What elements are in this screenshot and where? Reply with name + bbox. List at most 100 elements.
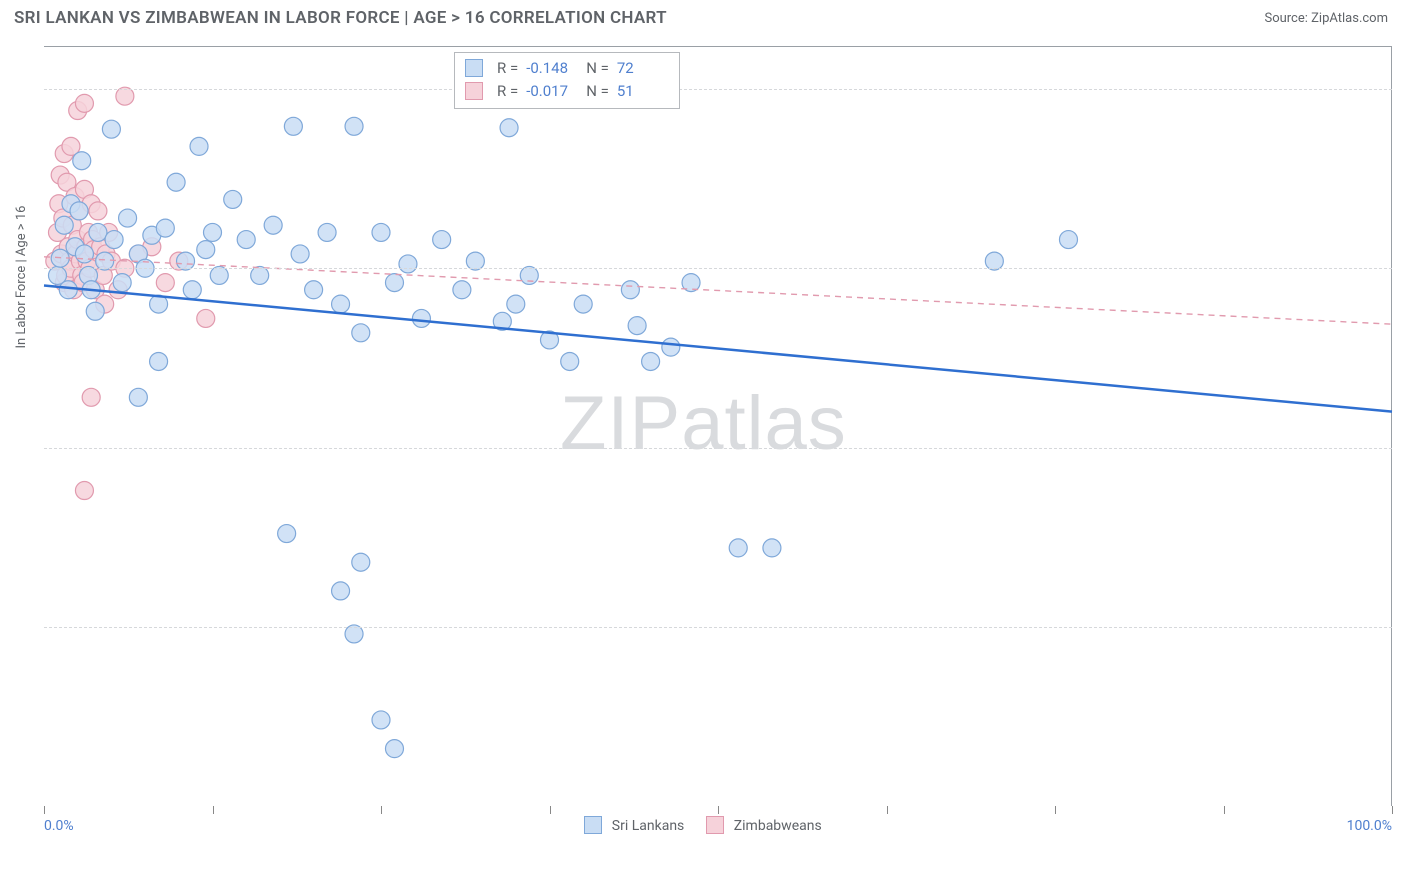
point-sri-lankans (284, 117, 302, 135)
point-sri-lankans (574, 295, 592, 313)
point-sri-lankans (642, 352, 660, 370)
stats-legend-box: R = -0.148 N = 72 R = -0.017 N = 51 (454, 52, 680, 109)
point-sri-lankans (105, 231, 123, 249)
point-zimbabweans (89, 202, 107, 220)
point-sri-lankans (102, 120, 120, 138)
y-tick-label: 42.5% (1396, 619, 1406, 634)
legend-item-sri-lankans: Sri Lankans (584, 816, 684, 834)
stats-r-value-2: -0.017 (526, 80, 578, 103)
point-sri-lankans (385, 740, 403, 758)
point-sri-lankans (621, 281, 639, 299)
gridline (44, 89, 1392, 90)
point-sri-lankans (561, 352, 579, 370)
legend: Sri Lankans Zimbabweans (0, 816, 1406, 834)
point-sri-lankans (89, 223, 107, 241)
point-sri-lankans (129, 388, 147, 406)
x-tick (381, 806, 382, 814)
point-sri-lankans (204, 223, 222, 241)
point-sri-lankans (86, 302, 104, 320)
legend-item-zimbabweans: Zimbabweans (706, 816, 821, 834)
regression-line-zimbabweans (44, 257, 1392, 324)
point-sri-lankans (1059, 231, 1077, 249)
point-sri-lankans (167, 173, 185, 191)
x-tick (44, 806, 45, 814)
x-tick (213, 806, 214, 814)
point-sri-lankans (433, 231, 451, 249)
y-axis-label: In Labor Force | Age > 16 (14, 206, 29, 349)
point-zimbabweans (197, 309, 215, 327)
stats-r-label: R = (497, 57, 518, 80)
point-sri-lankans (183, 281, 201, 299)
point-sri-lankans (345, 117, 363, 135)
stats-row-1: R = -0.148 N = 72 (465, 57, 669, 80)
stats-n-label: N = (586, 57, 609, 80)
point-sri-lankans (119, 209, 137, 227)
point-sri-lankans (150, 352, 168, 370)
point-sri-lankans (237, 231, 255, 249)
point-sri-lankans (291, 245, 309, 263)
point-sri-lankans (332, 582, 350, 600)
point-zimbabweans (156, 274, 174, 292)
point-sri-lankans (73, 152, 91, 170)
point-sri-lankans (352, 324, 370, 342)
point-zimbabweans (75, 94, 93, 112)
point-sri-lankans (372, 711, 390, 729)
x-tick (1055, 806, 1056, 814)
point-sri-lankans (352, 553, 370, 571)
point-sri-lankans (318, 223, 336, 241)
stats-n-value-2: 51 (617, 80, 669, 103)
point-zimbabweans (75, 482, 93, 500)
point-sri-lankans (75, 245, 93, 263)
point-sri-lankans (113, 274, 131, 292)
point-sri-lankans (628, 317, 646, 335)
point-sri-lankans (662, 338, 680, 356)
stats-n-value-1: 72 (617, 57, 669, 80)
watermark-bold: ZIP (560, 381, 681, 466)
point-sri-lankans (305, 281, 323, 299)
x-tick (887, 806, 888, 814)
source-attribution: Source: ZipAtlas.com (1264, 11, 1388, 26)
chart-title: SRI LANKAN VS ZIMBABWEAN IN LABOR FORCE … (14, 8, 667, 28)
y-tick-label: 80.0% (1396, 82, 1406, 97)
point-sri-lankans (453, 281, 471, 299)
y-tick-label: 55.0% (1396, 440, 1406, 455)
legend-label-1: Sri Lankans (612, 818, 685, 834)
legend-label-2: Zimbabweans (734, 818, 822, 834)
x-tick (718, 806, 719, 814)
stats-r-value-1: -0.148 (526, 57, 578, 80)
point-sri-lankans (500, 119, 518, 137)
legend-swatch-2 (706, 816, 724, 834)
y-tick-label: 67.5% (1396, 261, 1406, 276)
point-sri-lankans (55, 216, 73, 234)
x-tick (1224, 806, 1225, 814)
point-sri-lankans (70, 202, 88, 220)
point-sri-lankans (412, 309, 430, 327)
point-sri-lankans (197, 241, 215, 259)
point-sri-lankans (278, 525, 296, 543)
stats-swatch-2 (465, 82, 483, 100)
point-sri-lankans (224, 190, 242, 208)
legend-swatch-1 (584, 816, 602, 834)
point-sri-lankans (372, 223, 390, 241)
x-tick (1392, 806, 1393, 814)
point-sri-lankans (729, 539, 747, 557)
gridline (44, 627, 1392, 628)
point-zimbabweans (82, 388, 100, 406)
point-sri-lankans (763, 539, 781, 557)
gridline (44, 268, 1392, 269)
stats-r-label: R = (497, 80, 518, 103)
point-sri-lankans (190, 137, 208, 155)
stats-row-2: R = -0.017 N = 51 (465, 80, 669, 103)
point-sri-lankans (264, 216, 282, 234)
point-sri-lankans (385, 274, 403, 292)
stats-swatch-1 (465, 59, 483, 77)
point-sri-lankans (156, 219, 174, 237)
point-sri-lankans (507, 295, 525, 313)
stats-n-label: N = (586, 80, 609, 103)
watermark: ZIPatlas (560, 380, 847, 467)
point-sri-lankans (332, 295, 350, 313)
x-tick (550, 806, 551, 814)
watermark-thin: atlas (681, 381, 847, 466)
point-sri-lankans (399, 255, 417, 273)
point-sri-lankans (59, 281, 77, 299)
